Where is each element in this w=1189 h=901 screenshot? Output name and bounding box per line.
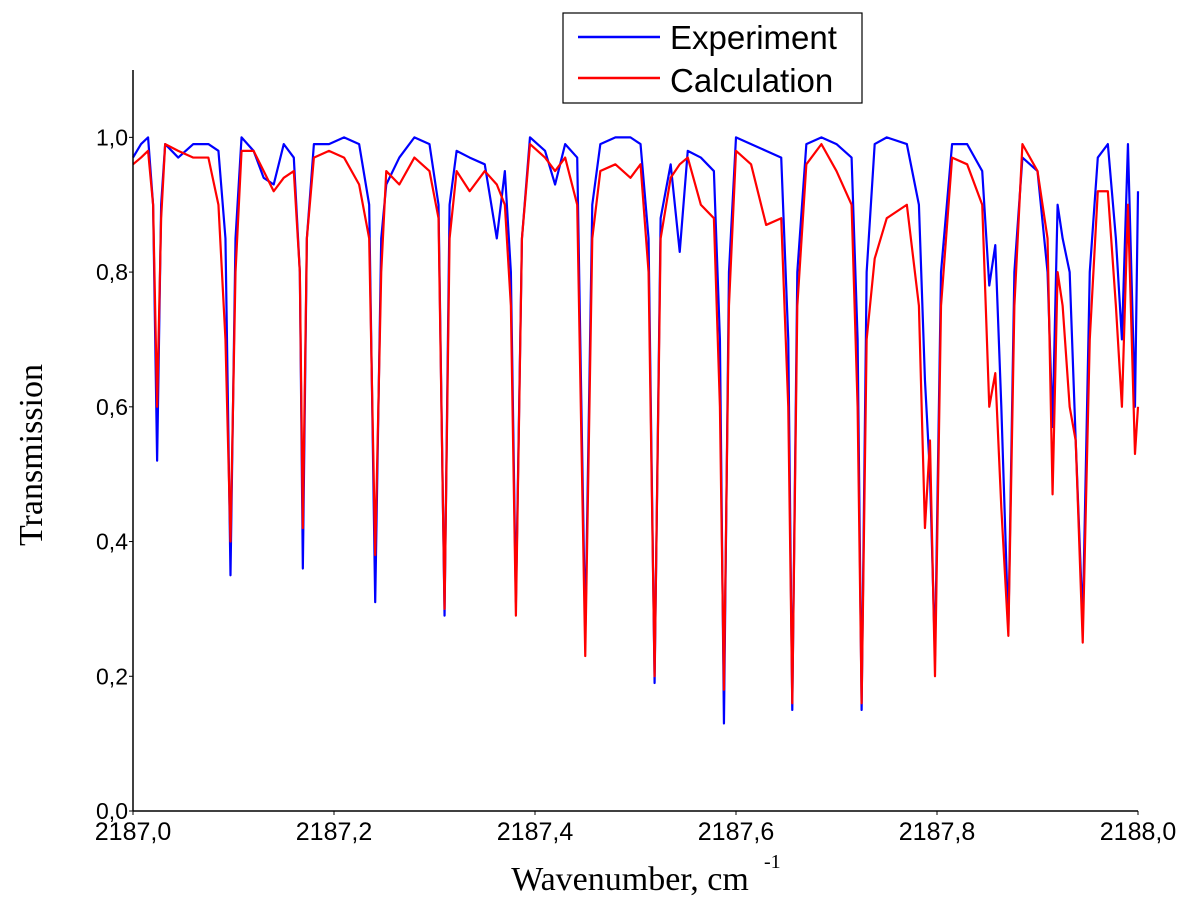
x-tick-label: 2187,2 xyxy=(296,818,372,846)
y-tick-label: 0,6 xyxy=(96,394,128,420)
x-tick-label: 2187,0 xyxy=(95,818,171,846)
y-tick-label: 0,8 xyxy=(96,259,128,285)
legend-box xyxy=(562,12,863,104)
x-tick-label: 2187,4 xyxy=(497,818,574,846)
y-tick-label: 0,0 xyxy=(96,798,128,824)
x-tick-label: 2187,6 xyxy=(698,818,774,846)
series-line xyxy=(132,136,1140,725)
y-tick-label: 0,4 xyxy=(96,529,128,555)
x-axis-label: Wavenumber, cm xyxy=(511,861,749,898)
x-tick-label: 2187,8 xyxy=(899,818,975,846)
legend-label: Experiment xyxy=(670,19,837,56)
legend-label: Calculation xyxy=(670,62,833,99)
series-line xyxy=(132,143,1140,705)
y-tick-label: 1,0 xyxy=(96,124,128,150)
y-tick-label: 0,2 xyxy=(96,663,128,689)
plot: 0,0 0,2 0,4 0,6 0,8 1,0 2187,0 2187,2 2187,4 2187… xyxy=(95,70,1176,846)
y-axis-label: Transmission xyxy=(13,364,50,546)
x-axis-label-superscript: -1 xyxy=(764,851,781,873)
x-tick-label: 2188,0 xyxy=(1100,818,1176,846)
